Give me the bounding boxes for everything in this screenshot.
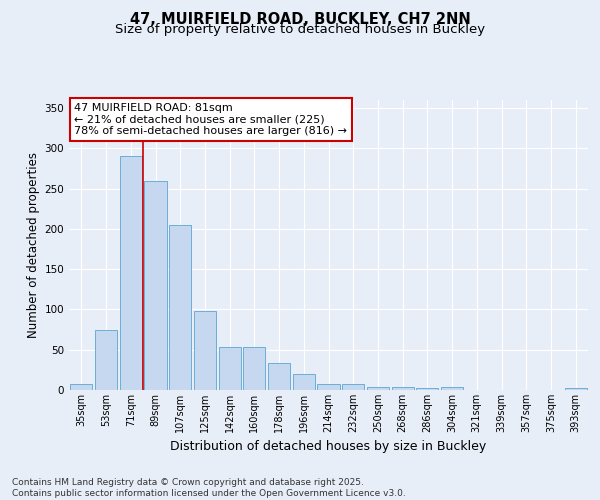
- Bar: [218, 348, 241, 390]
- Bar: [145, 180, 167, 390]
- X-axis label: Distribution of detached houses by size in Buckley: Distribution of detached houses by size …: [170, 440, 487, 454]
- Bar: [317, 384, 340, 390]
- Bar: [342, 384, 364, 390]
- Text: Size of property relative to detached houses in Buckley: Size of property relative to detached ho…: [115, 22, 485, 36]
- Bar: [565, 388, 587, 390]
- Bar: [70, 384, 92, 390]
- Y-axis label: Number of detached properties: Number of detached properties: [27, 152, 40, 338]
- Text: Contains HM Land Registry data © Crown copyright and database right 2025.
Contai: Contains HM Land Registry data © Crown c…: [12, 478, 406, 498]
- Bar: [243, 348, 265, 390]
- Bar: [392, 387, 414, 390]
- Bar: [293, 374, 315, 390]
- Text: 47 MUIRFIELD ROAD: 81sqm
← 21% of detached houses are smaller (225)
78% of semi-: 47 MUIRFIELD ROAD: 81sqm ← 21% of detach…: [74, 103, 347, 136]
- Bar: [194, 311, 216, 390]
- Bar: [268, 364, 290, 390]
- Bar: [367, 387, 389, 390]
- Bar: [119, 156, 142, 390]
- Bar: [416, 388, 439, 390]
- Bar: [95, 330, 117, 390]
- Bar: [169, 225, 191, 390]
- Text: 47, MUIRFIELD ROAD, BUCKLEY, CH7 2NN: 47, MUIRFIELD ROAD, BUCKLEY, CH7 2NN: [130, 12, 470, 28]
- Bar: [441, 387, 463, 390]
